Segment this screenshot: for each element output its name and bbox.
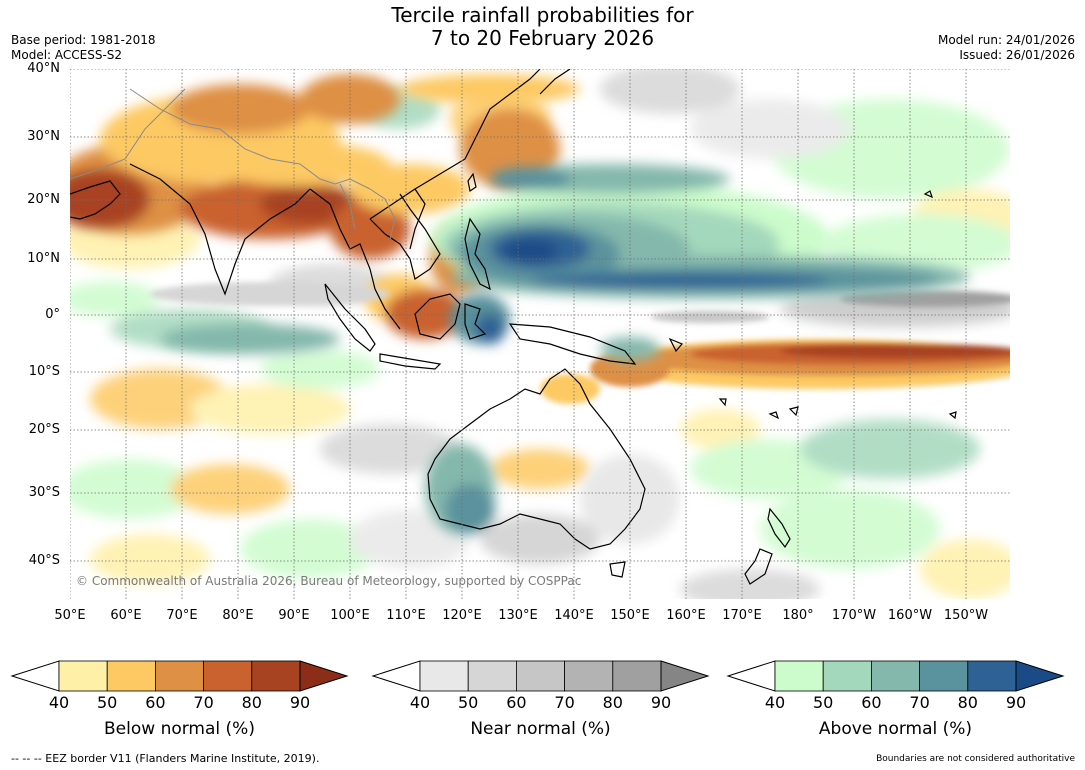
colorbar-low-extend	[10, 660, 60, 692]
colorbar-tick-label: 80	[602, 693, 623, 712]
colorbar-high-extend	[299, 660, 349, 692]
colorbar-segment	[919, 660, 969, 692]
longitude-label: 120°E	[442, 608, 482, 623]
colorbar-segment	[967, 660, 1017, 692]
issued-date: Issued: 26/01/2026	[959, 48, 1075, 62]
colorbar-segment	[516, 660, 566, 692]
colorbar-tick-label: 50	[458, 693, 479, 712]
longitude-label: 160°W	[887, 608, 933, 623]
colorbar-title: Near normal (%)	[470, 719, 611, 739]
eez-note: -- -- -- EEZ border V11 (Flanders Marine…	[11, 752, 320, 765]
colorbar-high-extend	[1015, 660, 1065, 692]
longitude-label: 70°E	[166, 608, 198, 623]
colorbar-segment	[822, 660, 872, 692]
coastlines	[70, 69, 957, 585]
colorbar-title: Above normal (%)	[818, 719, 973, 739]
latitude-label: 10°N	[27, 251, 60, 266]
longitude-label: 140°E	[554, 608, 594, 623]
longitude-label: 170°E	[722, 608, 762, 623]
colorbar-low-extend	[726, 660, 776, 692]
map-panel[interactable]	[70, 69, 1010, 599]
colorbar-tick-label: 40	[409, 693, 431, 712]
latitude-label: 20°N	[27, 192, 60, 207]
colorbar-tick-label: 50	[813, 693, 834, 712]
title-line-1: Tercile rainfall probabilities for	[391, 3, 694, 27]
longitude-label: 50°E	[54, 608, 86, 623]
colorbar-segment	[871, 660, 921, 692]
colorbar-segment	[774, 660, 824, 692]
probability-fields	[70, 69, 1010, 599]
colorbar-above	[726, 660, 1065, 692]
model-info: Base period: 1981-2018 Model: ACCESS-S2	[11, 33, 156, 63]
colorbar-segment	[106, 660, 156, 692]
map-title: Tercile rainfall probabilities for 7 to …	[0, 4, 1085, 50]
colorbar-tick-label: 40	[764, 693, 786, 712]
colorbar-graphics	[10, 660, 1065, 692]
latitude-label: 30°N	[27, 129, 60, 144]
colorbar-segment	[251, 660, 301, 692]
longitude-label: 150°W	[943, 608, 989, 623]
longitude-label: 110°E	[386, 608, 426, 623]
colorbar-tick-label: 90	[650, 693, 672, 712]
colorbar-segment	[58, 660, 108, 692]
longitude-label: 160°E	[666, 608, 706, 623]
graticule	[70, 69, 1010, 599]
latitude-label: 10°S	[28, 364, 60, 379]
colorbar-below	[10, 660, 349, 692]
colorbar-tick-label: 40	[48, 693, 70, 712]
longitude-label: 100°E	[330, 608, 370, 623]
colorbar-tick-label: 50	[97, 693, 118, 712]
colorbar-high-extend	[660, 660, 710, 692]
colorbar-tick-label: 60	[861, 693, 882, 712]
run-info: Model run: 24/01/2026 Issued: 26/01/2026	[938, 33, 1075, 63]
colorbar-segment	[612, 660, 662, 692]
latitude-label: 40°S	[28, 553, 60, 568]
longitude-label: 170°W	[831, 608, 877, 623]
title-line-2: 7 to 20 February 2026	[430, 26, 655, 50]
colorbar-tick-label: 70	[554, 693, 575, 712]
colorbar-tick-label: 90	[1005, 693, 1027, 712]
colorbar-segment	[419, 660, 469, 692]
latitude-label: 40°N	[27, 61, 60, 76]
colorbar-tick-label: 80	[957, 693, 978, 712]
country-borders	[70, 88, 396, 240]
boundary-disclaimer: Boundaries are not considered authoritat…	[876, 754, 1075, 764]
probability-map[interactable]	[70, 69, 1010, 599]
longitude-label: 80°E	[222, 608, 254, 623]
latitude-label: 30°S	[28, 485, 60, 500]
longitude-label: 60°E	[110, 608, 142, 623]
colorbar-tick-label: 90	[289, 693, 311, 712]
colorbar-segment	[154, 660, 204, 692]
longitude-label: 180°	[782, 608, 814, 623]
model-name: Model: ACCESS-S2	[11, 48, 123, 62]
colorbar-segment	[467, 660, 517, 692]
model-run: Model run: 24/01/2026	[937, 33, 1075, 47]
colorbar-tick-label: 60	[506, 693, 527, 712]
colorbar-segment	[203, 660, 253, 692]
latitude-label: 20°S	[28, 422, 60, 437]
colorbar-tick-label: 70	[909, 693, 930, 712]
longitude-label: 150°E	[610, 608, 650, 623]
colorbar-near	[371, 660, 710, 692]
colorbar-tick-label: 70	[193, 693, 214, 712]
colorbar-segment	[564, 660, 614, 692]
base-period: Base period: 1981-2018	[11, 33, 156, 47]
colorbar-low-extend	[371, 660, 421, 692]
copyright-notice: © Commonwealth of Australia 2026, Bureau…	[76, 574, 582, 588]
latitude-label: 0°	[45, 307, 60, 322]
longitude-label: 90°E	[278, 608, 310, 623]
colorbar-tick-label: 60	[145, 693, 166, 712]
colorbar-title: Below normal (%)	[104, 719, 255, 739]
colorbar-tick-label: 80	[241, 693, 262, 712]
longitude-label: 130°E	[498, 608, 538, 623]
